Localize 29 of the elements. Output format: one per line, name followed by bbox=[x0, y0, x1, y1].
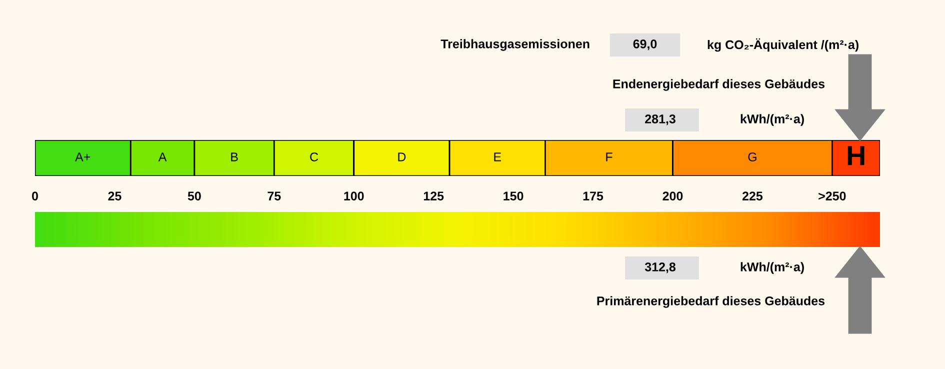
x-tick-label: >250 bbox=[818, 192, 846, 200]
series-label: G bbox=[748, 152, 756, 162]
x-tick-label: 200 bbox=[662, 192, 683, 200]
x-tick-label: 175 bbox=[583, 192, 604, 200]
text: kg CO₂-Äquivalent /(m²·a) bbox=[708, 38, 858, 52]
x-tick-label: 150 bbox=[504, 192, 524, 200]
text: 69,0 bbox=[633, 40, 657, 50]
series-label: C bbox=[310, 152, 318, 162]
text: 312,8 bbox=[644, 262, 676, 274]
text: Primärenergiebedarf dieses Gebäudes bbox=[597, 296, 824, 308]
series-label: B bbox=[231, 152, 238, 162]
text: Endenergiebedarf dieses Gebäudes bbox=[613, 79, 825, 91]
series-label: D bbox=[398, 152, 406, 162]
series-label: A+ bbox=[75, 152, 90, 162]
x-tick-label: 75 bbox=[268, 192, 281, 200]
x-tick-label: 25 bbox=[108, 192, 122, 200]
text: 281,3 bbox=[645, 114, 676, 126]
series-label: A bbox=[158, 152, 167, 162]
text: kWh/(m²·a) bbox=[740, 114, 804, 126]
x-tick-label: 225 bbox=[742, 192, 763, 200]
text: Treibhausgasemissionen bbox=[440, 39, 590, 51]
x-tick-label: 50 bbox=[188, 192, 201, 200]
text: kWh/(m²·a) bbox=[740, 262, 804, 274]
x-tick-label: 0 bbox=[32, 192, 38, 200]
series-label: F bbox=[606, 152, 612, 162]
series-label: E bbox=[494, 152, 501, 162]
x-tick-label: 100 bbox=[344, 192, 364, 200]
series-label: H bbox=[848, 146, 864, 166]
x-tick-label: 125 bbox=[424, 192, 444, 200]
